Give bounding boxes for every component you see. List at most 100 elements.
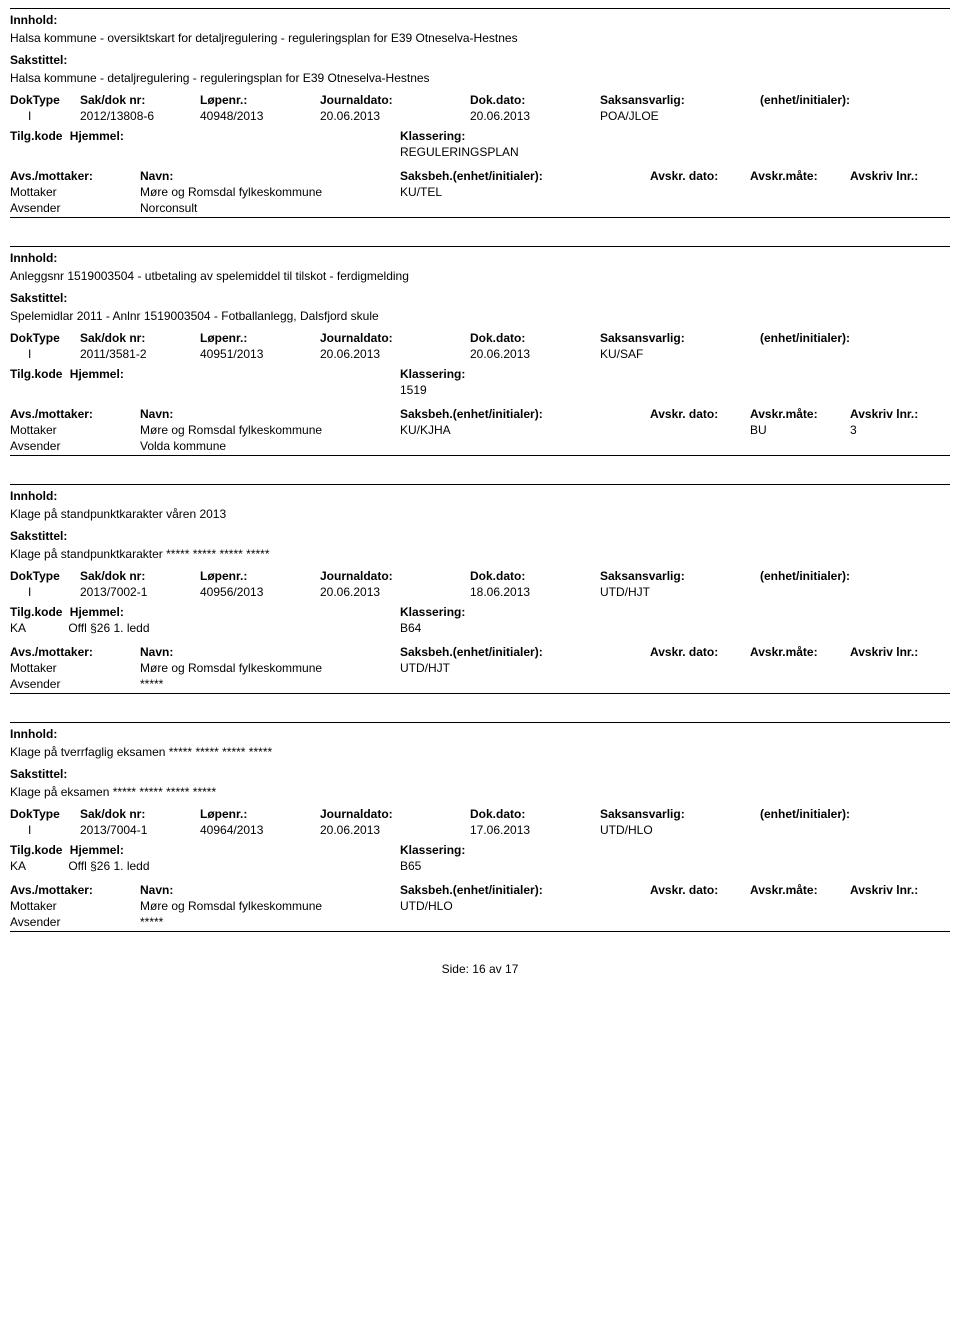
party-row: Mottaker Møre og Romsdal fylkeskommune U… <box>10 661 950 675</box>
avsmottaker-header: Avs./mottaker: Navn: Saksbeh.(enhet/init… <box>10 169 950 183</box>
klassering-value: REGULERINGSPLAN <box>400 145 519 159</box>
col-doktype-label: DokType <box>10 93 80 107</box>
col-enhet-label: (enhet/initialer): <box>760 569 900 583</box>
navn-label: Navn: <box>140 407 400 421</box>
party-name: Norconsult <box>140 201 400 215</box>
party-avskrivlnr <box>850 201 950 215</box>
saksansvarlig-value: UTD/HLO <box>600 823 760 837</box>
journal-entry: Innhold:Klage på standpunktkarakter våre… <box>10 484 950 694</box>
party-name: Volda kommune <box>140 439 400 453</box>
col-saknr-label: Sak/dok nr: <box>80 93 200 107</box>
jdato-value: 20.06.2013 <box>320 109 470 123</box>
party-row: Mottaker Møre og Romsdal fylkeskommune K… <box>10 423 950 437</box>
footer-page: 16 <box>472 962 485 976</box>
party-avskrdato <box>650 423 750 437</box>
party-role: Mottaker <box>10 423 140 437</box>
footer-total: 17 <box>505 962 518 976</box>
lopenr-value: 40956/2013 <box>200 585 320 599</box>
avskrmate-label: Avskr.måte: <box>750 169 850 183</box>
columns-header: DokType Sak/dok nr: Løpenr.: Journaldato… <box>10 569 950 583</box>
tilg-klass-row: Tilg.kode Hjemmel: Klassering: REGULERIN… <box>10 129 950 159</box>
saksansvarlig-value: POA/JLOE <box>600 109 760 123</box>
party-avskrmate <box>750 677 850 691</box>
avskrmate-label: Avskr.måte: <box>750 645 850 659</box>
jdato-value: 20.06.2013 <box>320 347 470 361</box>
sakstittel-text: Spelemidlar 2011 - Anlnr 1519003504 - Fo… <box>10 309 950 323</box>
col-enhet-label: (enhet/initialer): <box>760 807 900 821</box>
party-saksbeh: KU/KJHA <box>400 423 650 437</box>
col-lopenr-label: Løpenr.: <box>200 569 320 583</box>
saknr-value: 2013/7002-1 <box>80 585 200 599</box>
columns-values: I 2013/7002-1 40956/2013 20.06.2013 18.0… <box>10 585 950 599</box>
party-role: Avsender <box>10 677 140 691</box>
party-role: Avsender <box>10 915 140 929</box>
hjemmel-label: Hjemmel: <box>70 605 124 619</box>
innhold-text: Halsa kommune - oversiktskart for detalj… <box>10 31 950 45</box>
tilgkode-label: Tilg.kode <box>10 843 62 857</box>
avsmottaker-label: Avs./mottaker: <box>10 169 140 183</box>
col-lopenr-label: Løpenr.: <box>200 807 320 821</box>
party-row: Avsender ***** <box>10 915 950 929</box>
avskrdato-label: Avskr. dato: <box>650 169 750 183</box>
party-avskrdato <box>650 677 750 691</box>
party-row: Avsender Norconsult <box>10 201 950 215</box>
party-avskrmate <box>750 661 850 675</box>
footer-side-label: Side: <box>442 962 469 976</box>
avsmottaker-label: Avs./mottaker: <box>10 407 140 421</box>
party-row: Avsender Volda kommune <box>10 439 950 453</box>
sakstittel-text: Klage på standpunktkarakter ***** ***** … <box>10 547 950 561</box>
sakstittel-label: Sakstittel: <box>10 291 67 305</box>
journal-entry: Innhold:Anleggsnr 1519003504 - utbetalin… <box>10 246 950 456</box>
party-role: Avsender <box>10 439 140 453</box>
columns-values: I 2011/3581-2 40951/2013 20.06.2013 20.0… <box>10 347 950 361</box>
ddato-value: 17.06.2013 <box>470 823 600 837</box>
tilgkode-label: Tilg.kode <box>10 129 62 143</box>
klassering-label: Klassering: <box>400 129 465 143</box>
avskrdato-label: Avskr. dato: <box>650 883 750 897</box>
party-saksbeh: KU/TEL <box>400 185 650 199</box>
enhet-value <box>760 347 900 361</box>
col-saksansvarlig-label: Saksansvarlig: <box>600 807 760 821</box>
divider <box>10 484 950 485</box>
avskrivlnr-label: Avskriv lnr.: <box>850 883 950 897</box>
page-footer: Side: 16 av 17 <box>10 962 950 976</box>
party-name: Møre og Romsdal fylkeskommune <box>140 185 400 199</box>
sakstittel-label: Sakstittel: <box>10 53 67 67</box>
col-jdato-label: Journaldato: <box>320 93 470 107</box>
party-avskrivlnr <box>850 915 950 929</box>
klassering-value: B64 <box>400 621 465 635</box>
col-doktype-label: DokType <box>10 331 80 345</box>
avsmottaker-header: Avs./mottaker: Navn: Saksbeh.(enhet/init… <box>10 883 950 897</box>
party-avskrmate: BU <box>750 423 850 437</box>
navn-label: Navn: <box>140 169 400 183</box>
sakstittel-label: Sakstittel: <box>10 767 67 781</box>
hjemmel-value: Offl §26 1. ledd <box>68 859 149 873</box>
divider <box>10 693 950 694</box>
party-avskrdato <box>650 185 750 199</box>
saksansvarlig-value: UTD/HJT <box>600 585 760 599</box>
sakstittel-label: Sakstittel: <box>10 529 67 543</box>
col-doktype-label: DokType <box>10 569 80 583</box>
party-avskrmate <box>750 899 850 913</box>
enhet-value <box>760 109 900 123</box>
party-name: Møre og Romsdal fylkeskommune <box>140 899 400 913</box>
tilg-klass-row: Tilg.kode Hjemmel: Klassering: 1519 <box>10 367 950 397</box>
innhold-text: Klage på tverrfaglig eksamen ***** *****… <box>10 745 950 759</box>
party-avskrmate <box>750 201 850 215</box>
tilgkode-label: Tilg.kode <box>10 367 62 381</box>
party-saksbeh: UTD/HJT <box>400 661 650 675</box>
col-ddato-label: Dok.dato: <box>470 93 600 107</box>
party-saksbeh <box>400 201 650 215</box>
col-saksansvarlig-label: Saksansvarlig: <box>600 569 760 583</box>
divider <box>10 246 950 247</box>
columns-header: DokType Sak/dok nr: Løpenr.: Journaldato… <box>10 331 950 345</box>
party-avskrdato <box>650 201 750 215</box>
doktype-value: I <box>10 347 80 361</box>
columns-values: I 2012/13808-6 40948/2013 20.06.2013 20.… <box>10 109 950 123</box>
col-enhet-label: (enhet/initialer): <box>760 331 900 345</box>
divider <box>10 931 950 932</box>
party-avskrivlnr <box>850 661 950 675</box>
avsmottaker-label: Avs./mottaker: <box>10 883 140 897</box>
sakstittel-text: Halsa kommune - detaljregulering - regul… <box>10 71 950 85</box>
avskrmate-label: Avskr.måte: <box>750 883 850 897</box>
